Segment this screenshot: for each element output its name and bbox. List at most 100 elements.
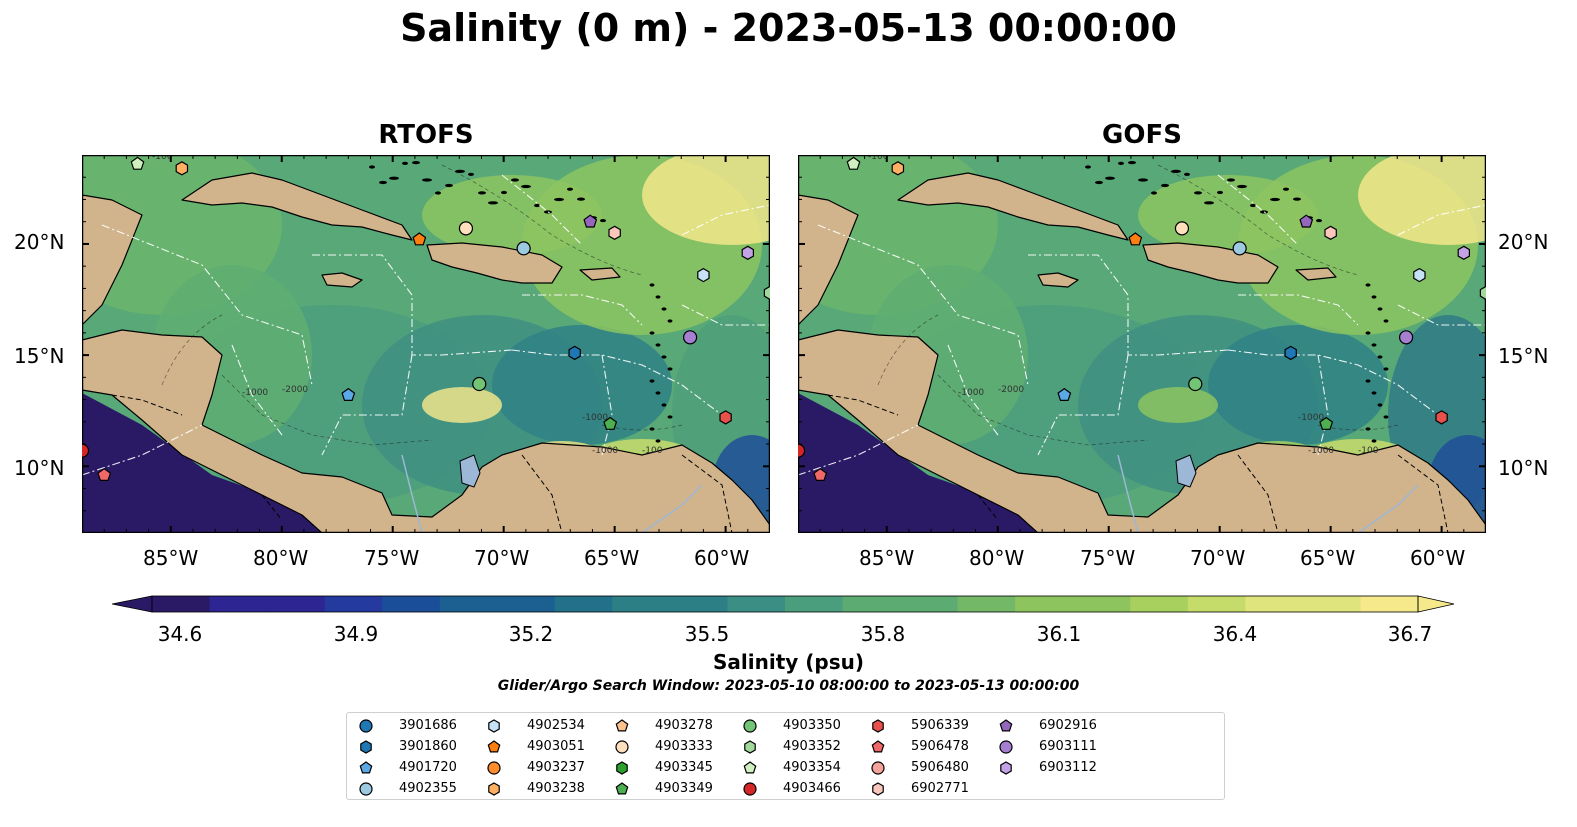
lon-label-70w-left: 70°W <box>474 546 530 570</box>
contour-label: -100 <box>868 155 889 162</box>
float-marker-4902355 <box>516 241 531 256</box>
float-marker-6902916 <box>1299 214 1314 228</box>
colorbar-bin <box>497 596 556 612</box>
panel-title-gofs: GOFS <box>1102 120 1182 150</box>
float-marker-5906478 <box>97 467 112 481</box>
pentagon-marker-icon <box>999 719 1013 732</box>
contour-label: -1000 <box>582 413 608 423</box>
float-marker-5906339 <box>1435 410 1448 425</box>
panel-title-rtofs: RTOFS <box>378 120 474 150</box>
hexagon-marker-icon <box>488 719 500 733</box>
float-marker-4903333 <box>1174 221 1190 236</box>
colorbar-tick-36-7: 36.7 <box>1387 622 1433 646</box>
circle-marker-icon <box>615 740 629 754</box>
legend-label: 6902916 <box>1039 718 1097 733</box>
float-marker-4901720 <box>341 387 356 401</box>
hexagon-marker-icon <box>616 761 628 775</box>
hexagon-marker-icon <box>872 782 884 796</box>
float-marker-4903352 <box>763 285 770 301</box>
hexagon-marker-icon <box>1000 761 1012 775</box>
legend-label: 4903333 <box>655 739 713 754</box>
contour-label: -1000 <box>592 446 618 456</box>
legend-label: 4903237 <box>527 760 585 775</box>
circle-marker-icon <box>999 740 1013 754</box>
colorbar-tick-35-8: 35.8 <box>860 622 906 646</box>
float-marker-6903111 <box>683 330 698 345</box>
colorbar-bin <box>1245 596 1304 612</box>
colorbar-bin <box>1302 596 1361 612</box>
float-marker-4903238 <box>891 161 905 176</box>
float-marker-4903466 <box>798 443 806 458</box>
float-marker-5906339 <box>719 410 732 425</box>
legend-label: 4903345 <box>655 760 713 775</box>
float-marker-4902534 <box>697 267 710 283</box>
legend-label: 4902355 <box>399 781 457 796</box>
colorbar-bin <box>785 596 844 612</box>
colorbar-bin <box>1360 596 1419 612</box>
colorbar-bin <box>842 596 901 612</box>
colorbar-tick-36-4: 36.4 <box>1212 622 1258 646</box>
lon-label-80w-left: 80°W <box>253 546 309 570</box>
legend-label: 4903354 <box>783 760 841 775</box>
float-marker-4903349 <box>1319 416 1334 430</box>
colorbar-bin <box>554 596 613 612</box>
contour-label: -100 <box>1358 446 1379 456</box>
map-panel-gofs: -100 -1000 -2000 -1000 -1000 -100 <box>798 155 1486 533</box>
float-marker-4903238 <box>175 161 189 176</box>
colorbar-bin <box>1072 596 1131 612</box>
colorbar-bin <box>439 596 498 612</box>
colorbar-bin <box>267 596 326 612</box>
float-marker-4903051 <box>412 232 427 246</box>
hexagon-marker-icon <box>360 740 372 754</box>
pentagon-marker-icon <box>487 740 501 753</box>
lon-label-60w-left: 60°W <box>694 546 750 570</box>
figure-title: Salinity (0 m) - 2023-05-13 00:00:00 <box>400 6 1177 50</box>
colorbar-bin <box>1015 596 1074 612</box>
lon-label-75w-right: 75°W <box>1080 546 1136 570</box>
float-marker-4903354 <box>846 156 861 170</box>
colorbar-bin <box>727 596 786 612</box>
legend-label: 5906480 <box>911 760 969 775</box>
contour-label: -1000 <box>1298 413 1324 423</box>
colorbar-tick-35-5: 35.5 <box>684 622 730 646</box>
float-marker-4903350 <box>472 376 487 392</box>
circle-marker-icon <box>743 719 757 733</box>
lat-label-20n-right: 20°N <box>1498 230 1549 254</box>
float-marker-4903051 <box>1128 232 1143 246</box>
lat-label-15n-left: 15°N <box>14 344 65 368</box>
float-marker-4902355 <box>1232 241 1247 256</box>
legend-label: 4903238 <box>527 781 585 796</box>
float-marker-6902916 <box>583 214 598 228</box>
pentagon-marker-icon <box>615 782 629 795</box>
legend-label: 4903278 <box>655 718 713 733</box>
lon-label-60w-right: 60°W <box>1410 546 1466 570</box>
legend-label: 6902771 <box>911 781 969 796</box>
contour-label: -1000 <box>242 388 268 398</box>
lon-label-80w-right: 80°W <box>969 546 1025 570</box>
legend-label: 6903112 <box>1039 760 1097 775</box>
float-marker-4901720 <box>1057 387 1072 401</box>
colorbar <box>112 595 1455 613</box>
contour-label: -2000 <box>282 385 308 395</box>
contour-label: -1000 <box>1308 446 1334 456</box>
legend-label: 4903051 <box>527 739 585 754</box>
legend-label: 6903111 <box>1039 739 1097 754</box>
float-marker-6902771 <box>1324 225 1337 240</box>
colorbar-bin <box>152 596 211 612</box>
float-marker-3901860 <box>568 345 581 361</box>
colorbar-bin <box>324 596 383 612</box>
lon-label-70w-right: 70°W <box>1190 546 1246 570</box>
colorbar-bin <box>209 596 268 612</box>
colorbar-tick-34-9: 34.9 <box>333 622 379 646</box>
colorbar-bin <box>957 596 1016 612</box>
colorbar-low-extension <box>112 595 153 613</box>
lon-label-85w-right: 85°W <box>859 546 915 570</box>
colorbar-bin <box>1187 596 1246 612</box>
circle-marker-icon <box>359 782 373 796</box>
search-window-text: Glider/Argo Search Window: 2023-05-10 08… <box>497 678 1080 694</box>
colorbar-tick-36-1: 36.1 <box>1036 622 1082 646</box>
pentagon-marker-icon <box>615 719 629 732</box>
lon-label-65w-right: 65°W <box>1300 546 1356 570</box>
legend-label: 3901686 <box>399 718 457 733</box>
hexagon-marker-icon <box>872 719 884 733</box>
